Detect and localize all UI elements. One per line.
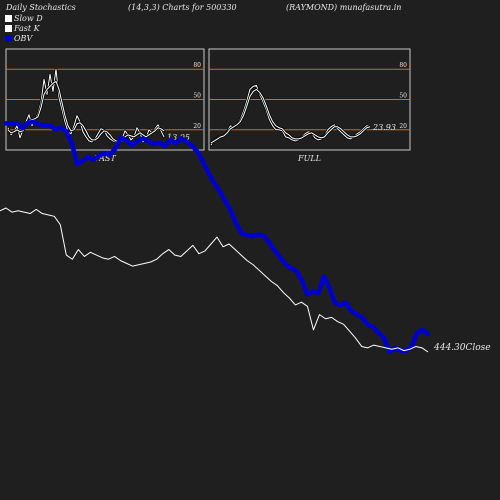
fast-series-slow-d	[7, 80, 165, 143]
fast-last-value-label: 13.05	[167, 133, 190, 142]
full-y-tick-80: 80	[399, 62, 407, 69]
close-price-label: 444.30Close	[433, 343, 491, 353]
fast-y-tick-20: 20	[193, 123, 201, 130]
legend-item-obv: OBV	[5, 34, 33, 43]
legend-label-slow-d: Slow D	[14, 14, 43, 23]
full-series-slow-d	[210, 88, 371, 144]
full-last-value-label: 23.93	[372, 123, 396, 132]
legend-item-slow-d: Slow D	[5, 14, 43, 23]
chart-title: Daily Stochastics	[6, 3, 76, 12]
legend-label-fast-k: Fast K	[14, 24, 40, 33]
close-price-line	[0, 207, 429, 353]
legend-item-fast-k: Fast K	[5, 24, 40, 33]
legend-swatch-obv	[5, 35, 12, 42]
symbol-site: (RAYMOND) munafasutra.in	[286, 3, 402, 12]
full-series-casing-1	[210, 88, 371, 145]
legend-swatch-fast-k	[5, 25, 12, 32]
fast-y-tick-80: 80	[193, 62, 201, 69]
chart-params: (14,3,3) Charts for 500330	[128, 3, 237, 12]
obv-line	[3, 119, 431, 355]
full-y-tick-50: 50	[399, 93, 407, 100]
full-y-tick-20: 20	[399, 123, 407, 130]
fast-panel-label: FAST	[93, 154, 116, 163]
legend-label-obv: OBV	[14, 34, 33, 43]
legend-swatch-slow-d	[5, 15, 12, 22]
full-panel-label: FULL	[297, 154, 321, 163]
fast-y-tick-50: 50	[193, 93, 201, 100]
